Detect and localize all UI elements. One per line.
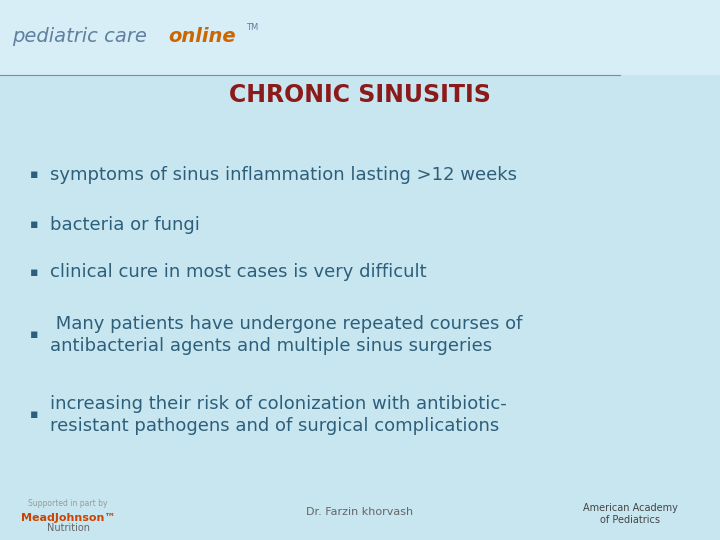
Text: TM: TM	[246, 24, 258, 32]
Text: CHRONIC SINUSITIS: CHRONIC SINUSITIS	[229, 83, 491, 107]
Text: ▪: ▪	[30, 408, 38, 422]
Text: bacteria or fungi: bacteria or fungi	[50, 216, 200, 234]
Text: ▪: ▪	[30, 219, 38, 232]
Text: ▪: ▪	[30, 328, 38, 341]
Text: MeadJohnson™: MeadJohnson™	[21, 513, 115, 523]
Text: Many patients have undergone repeated courses of
antibacterial agents and multip: Many patients have undergone repeated co…	[50, 314, 523, 355]
Text: ▪: ▪	[30, 168, 38, 181]
Text: Dr. Farzin khorvash: Dr. Farzin khorvash	[307, 507, 413, 517]
Text: Supported in part by: Supported in part by	[28, 500, 108, 509]
Text: pediatric care: pediatric care	[12, 28, 153, 46]
Text: symptoms of sinus inflammation lasting >12 weeks: symptoms of sinus inflammation lasting >…	[50, 166, 517, 184]
Text: American Academy
of Pediatrics: American Academy of Pediatrics	[582, 503, 678, 525]
Text: clinical cure in most cases is very difficult: clinical cure in most cases is very diff…	[50, 263, 427, 281]
Text: online: online	[168, 28, 235, 46]
Text: increasing their risk of colonization with antibiotic-
resistant pathogens and o: increasing their risk of colonization wi…	[50, 395, 507, 435]
Text: ▪: ▪	[30, 266, 38, 279]
Text: Nutrition: Nutrition	[47, 523, 89, 533]
Bar	[0, 0, 720, 75]
